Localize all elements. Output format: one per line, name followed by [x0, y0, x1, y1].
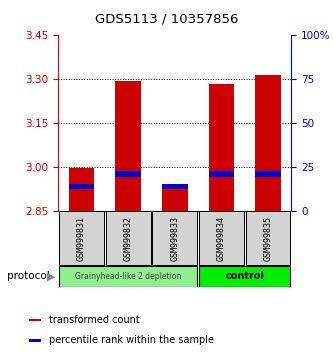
Bar	[208, 84, 234, 211]
Text: transformed count: transformed count	[49, 315, 140, 325]
Bar	[162, 184, 188, 189]
Bar	[255, 171, 281, 177]
Bar	[69, 184, 95, 189]
Bar	[208, 171, 234, 177]
Text: GDS5113 / 10357856: GDS5113 / 10357856	[95, 12, 238, 25]
FancyBboxPatch shape	[199, 266, 290, 287]
Text: GSM999835: GSM999835	[263, 216, 273, 261]
Text: GSM999834: GSM999834	[217, 216, 226, 261]
Bar	[29, 339, 41, 342]
Text: ▶: ▶	[47, 272, 56, 281]
Bar	[69, 168, 95, 211]
FancyBboxPatch shape	[199, 211, 244, 265]
Bar	[116, 171, 141, 177]
FancyBboxPatch shape	[59, 266, 197, 287]
Text: Grainyhead-like 2 depletion: Grainyhead-like 2 depletion	[75, 272, 181, 281]
Text: GSM999832: GSM999832	[124, 216, 133, 261]
FancyBboxPatch shape	[246, 211, 290, 265]
Text: percentile rank within the sample: percentile rank within the sample	[49, 335, 214, 345]
Bar	[162, 189, 188, 211]
Bar	[116, 81, 141, 211]
Bar	[29, 319, 41, 321]
Text: control: control	[225, 272, 264, 281]
FancyBboxPatch shape	[153, 211, 197, 265]
FancyBboxPatch shape	[59, 211, 104, 265]
Bar	[255, 75, 281, 211]
Text: GSM999831: GSM999831	[77, 216, 86, 261]
Text: protocol: protocol	[7, 272, 49, 281]
FancyBboxPatch shape	[106, 211, 151, 265]
Text: GSM999833: GSM999833	[170, 216, 179, 261]
